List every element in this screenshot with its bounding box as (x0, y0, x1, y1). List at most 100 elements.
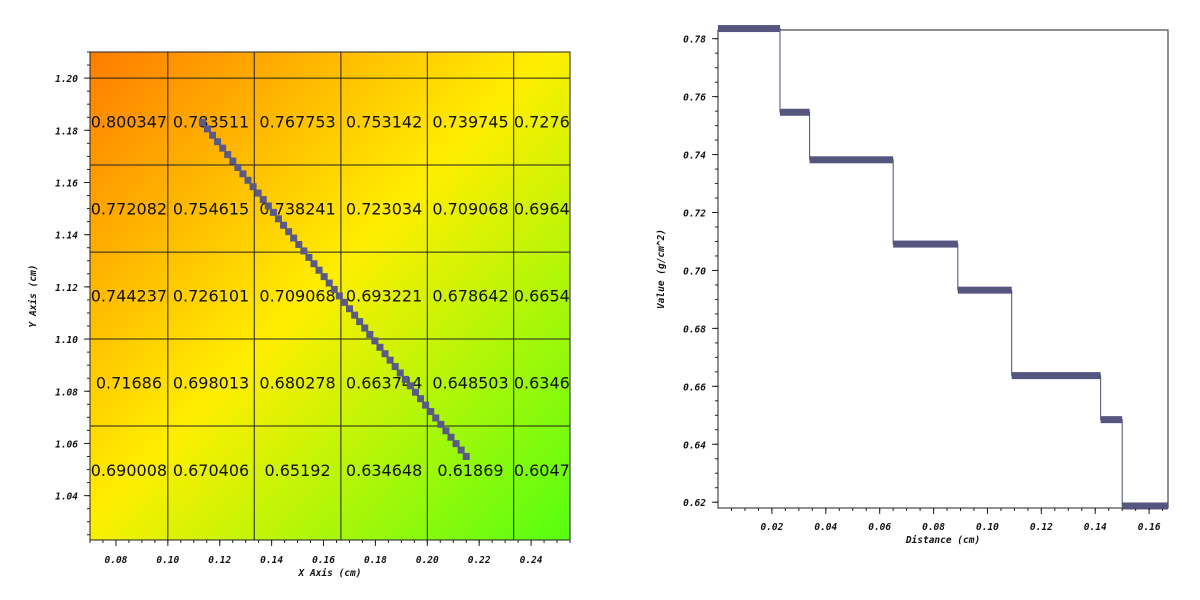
probe-line-marker (462, 452, 470, 460)
x-tick-label: 0.08 (105, 555, 128, 566)
y-tick-label: 0.74 (683, 151, 706, 162)
probe-line-marker (285, 228, 293, 236)
x-tick-label: 0.12 (208, 555, 231, 566)
cell-value-label: 0.767753 (259, 113, 335, 132)
probe-line-marker (310, 260, 318, 268)
profile-frame (717, 29, 1169, 509)
probe-line-marker (346, 305, 354, 313)
cell-value-label: 0.738241 (259, 200, 335, 219)
y-tick-label: 0.78 (683, 35, 706, 46)
x-tick-label: 0.24 (520, 555, 543, 566)
probe-line-marker (219, 144, 227, 152)
y-tick-label: 1.18 (55, 126, 78, 137)
probe-line-marker (417, 395, 425, 403)
probe-line-marker (442, 427, 450, 435)
x-tick-label: 0.20 (416, 555, 439, 566)
probe-line-marker (203, 125, 211, 133)
y-tick-label: 0.76 (683, 93, 706, 104)
heatmap-border (89, 51, 571, 541)
y-tick-label: 0.68 (683, 324, 706, 335)
x-axis-title: X Axis (cm) (298, 568, 362, 579)
probe-line-marker (320, 273, 328, 281)
probe-line-marker (269, 208, 277, 216)
profile-step-bar (1011, 372, 1101, 380)
y-tick-label: 0.66 (683, 382, 706, 393)
y-tick-label: 1.16 (55, 178, 78, 189)
x-tick-label: 0.22 (468, 555, 491, 566)
probe-line-marker (214, 138, 222, 146)
probe-line-marker (239, 170, 247, 178)
probe-line-marker (244, 176, 252, 184)
profile-step-bar (809, 156, 894, 164)
cell-value-label: 0.7276 (514, 113, 570, 132)
probe-line-marker (356, 318, 364, 326)
cell-value-label: 0.753142 (346, 113, 422, 132)
y-tick-label: 1.08 (55, 387, 78, 398)
cell-value-label: 0.739745 (432, 113, 508, 132)
y-axis-title: Value (g/cm^2) (656, 229, 667, 309)
probe-line-marker (300, 247, 308, 255)
probe-line-marker (452, 440, 460, 448)
x-tick-label: 0.10 (156, 555, 179, 566)
probe-line-marker (295, 241, 303, 249)
x-tick-label: 0.16 (1138, 522, 1161, 533)
profile-step-bar (1100, 416, 1123, 424)
cell-value-label: 0.6964 (514, 200, 570, 219)
x-tick-label: 0.18 (364, 555, 387, 566)
x-tick-label: 0.16 (312, 555, 335, 566)
y-axis-title: Y Axis (cm) (28, 265, 39, 328)
x-tick-label: 0.08 (922, 522, 945, 533)
probe-line-marker (340, 298, 348, 306)
cell-value-label: 0.61869 (437, 461, 503, 480)
y-tick-label: 0.62 (683, 498, 706, 509)
probe-line-marker (381, 350, 389, 358)
x-tick-label: 0.10 (976, 522, 999, 533)
probe-line-marker (264, 202, 272, 210)
probe-line-marker (411, 388, 419, 396)
probe-line-marker (371, 337, 379, 345)
probe-line-marker (274, 215, 282, 223)
y-tick-label: 1.04 (55, 492, 78, 503)
probe-line-marker (198, 118, 206, 126)
probe-line-marker (249, 183, 257, 191)
probe-line-marker (229, 157, 237, 165)
x-tick-label: 0.06 (868, 522, 891, 533)
x-tick-label: 0.14 (260, 555, 283, 566)
probe-line-marker (386, 356, 394, 364)
cell-value-label: 0.698013 (173, 374, 249, 393)
probe-line-marker (391, 363, 399, 371)
cell-value-label: 0.71686 (96, 374, 162, 393)
cell-value-label: 0.726101 (173, 287, 249, 306)
probe-line-marker (401, 375, 409, 383)
heatmap-field (90, 52, 570, 540)
probe-line-marker (335, 292, 343, 300)
probe-line-marker (457, 446, 465, 454)
profile-step-bar (893, 240, 958, 248)
cell-value-label: 0.6654 (514, 287, 570, 306)
cell-value-label: 0.783511 (173, 113, 249, 132)
cell-value-label: 0.772082 (91, 200, 167, 219)
probe-line-marker (259, 196, 267, 204)
probe-line-marker (224, 151, 232, 159)
y-tick-label: 1.12 (55, 283, 78, 294)
probe-line-marker (315, 266, 323, 274)
y-tick-label: 1.10 (55, 335, 78, 346)
profile-step-bar (957, 286, 1012, 294)
probe-line-marker (437, 420, 445, 428)
probe-line-marker (234, 163, 242, 171)
probe-line-marker (361, 324, 369, 332)
cell-value-label: 0.680278 (259, 374, 335, 393)
probe-line-marker (351, 311, 359, 319)
x-tick-label: 0.02 (760, 522, 783, 533)
profile-step-bar (718, 25, 780, 33)
heatmap-plot: 0.800347 0.783511 0.767753 0.753142 0.739745… (28, 51, 571, 579)
cell-labels: 0.800347 0.783511 0.767753 0.753142 0.739745… (91, 113, 570, 480)
probe-line-marker (422, 401, 430, 409)
cell-value-label: 0.744237 (91, 287, 167, 306)
probe-line-marker (396, 369, 404, 377)
cell-value-label: 0.634648 (346, 461, 422, 480)
probe-line-marker (330, 285, 338, 293)
y-tick-label: 1.20 (55, 74, 78, 85)
profile-step-bar (779, 108, 810, 116)
